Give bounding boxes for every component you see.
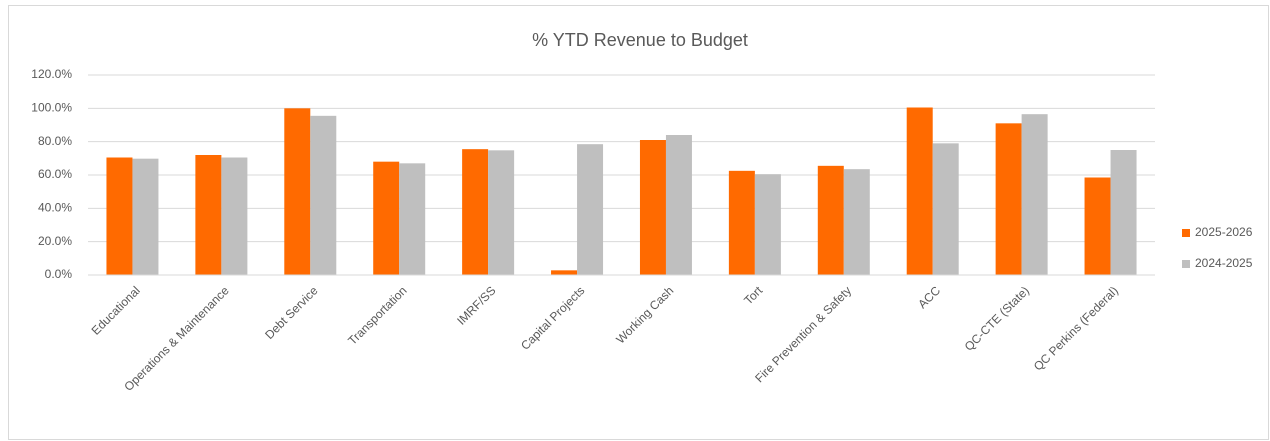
bar bbox=[665, 135, 692, 275]
bar bbox=[1084, 177, 1111, 275]
bar bbox=[488, 150, 515, 275]
bar bbox=[310, 115, 337, 275]
bar bbox=[1110, 150, 1137, 275]
bar bbox=[1021, 114, 1048, 276]
y-tick-label: 0.0% bbox=[45, 267, 73, 281]
bar bbox=[373, 161, 400, 275]
legend-label: 2025-2026 bbox=[1195, 225, 1253, 239]
bar bbox=[906, 107, 933, 275]
bar bbox=[639, 140, 666, 275]
y-tick-label: 20.0% bbox=[38, 234, 72, 248]
bar bbox=[932, 143, 959, 275]
legend-swatch bbox=[1182, 260, 1190, 268]
bar bbox=[284, 108, 311, 275]
bar bbox=[221, 157, 248, 275]
legend-label: 2024-2025 bbox=[1195, 256, 1253, 270]
legend-swatch bbox=[1182, 229, 1190, 237]
y-tick-label: 40.0% bbox=[38, 201, 72, 215]
bar bbox=[195, 155, 222, 275]
bar bbox=[132, 158, 159, 275]
y-tick-label: 60.0% bbox=[38, 167, 72, 181]
bar bbox=[551, 270, 578, 275]
bar bbox=[754, 174, 781, 275]
bar bbox=[728, 170, 755, 275]
bar bbox=[995, 123, 1022, 275]
bar bbox=[817, 165, 844, 275]
y-tick-label: 100.0% bbox=[31, 101, 72, 115]
bar bbox=[399, 163, 426, 275]
bar bbox=[106, 157, 133, 275]
bar bbox=[462, 149, 489, 275]
bar bbox=[843, 169, 870, 275]
chart-title: % YTD Revenue to Budget bbox=[532, 30, 748, 50]
y-tick-label: 80.0% bbox=[38, 134, 72, 148]
y-tick-label: 120.0% bbox=[31, 67, 72, 81]
bar bbox=[577, 144, 604, 275]
